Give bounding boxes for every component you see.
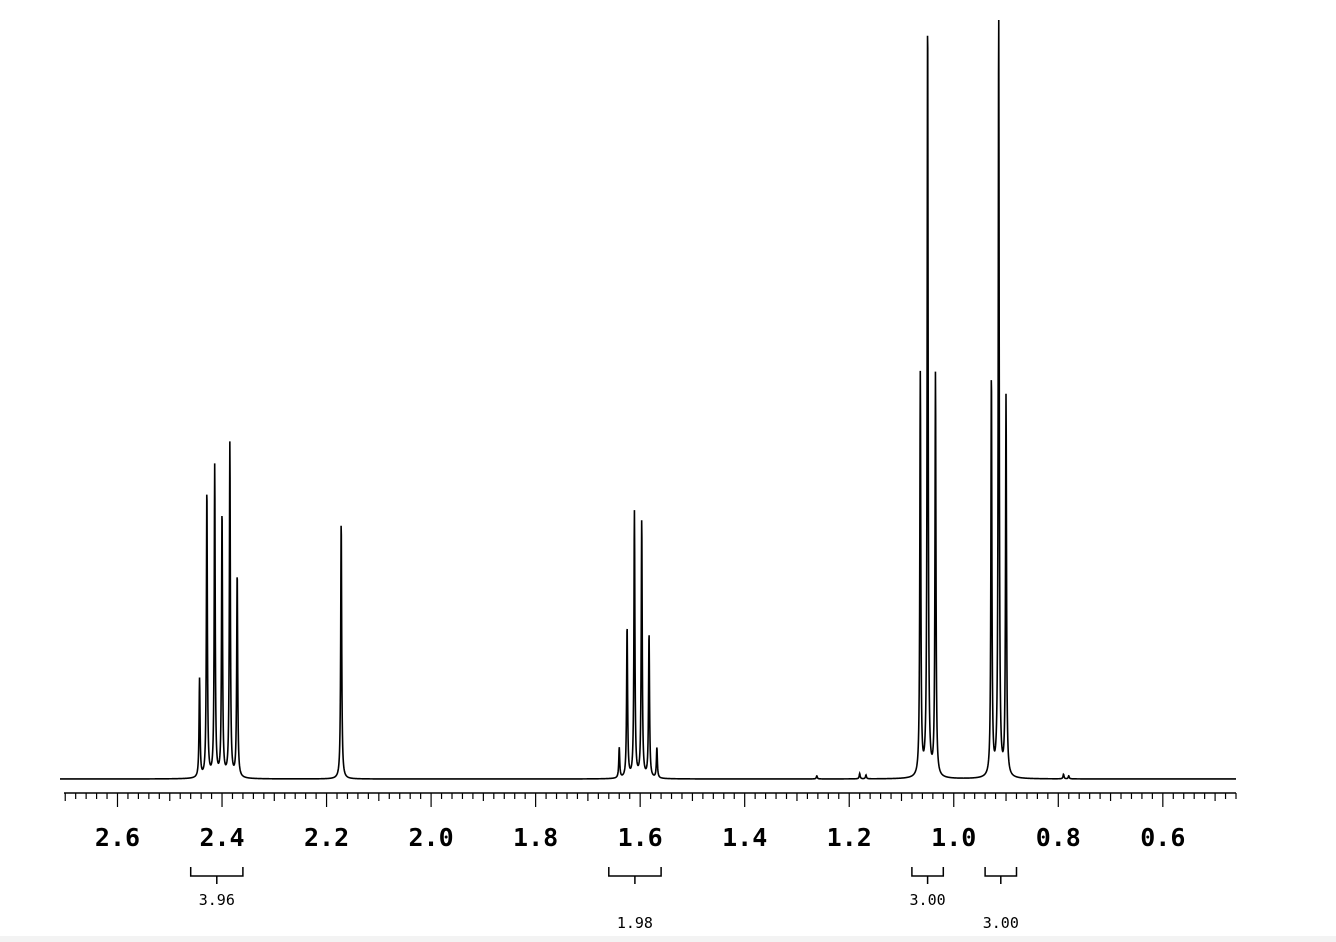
integral-bracket-1 — [608, 867, 662, 884]
x-tick-label: 2.2 — [304, 823, 349, 852]
integral-value-1: 1.98 — [617, 914, 653, 932]
x-tick-label: 2.4 — [199, 823, 244, 852]
x-tick-label: 1.4 — [722, 823, 767, 852]
x-tick-label: 0.6 — [1140, 823, 1185, 852]
integrals: 3.96 1.98 3.00 3.00 — [189, 867, 1019, 932]
x-tick-label: 2.0 — [409, 823, 454, 852]
integral-value-2: 3.00 — [910, 891, 946, 909]
integral-bracket-2 — [911, 867, 945, 884]
integral-value-0: 3.96 — [199, 891, 235, 909]
x-tick-label: 2.6 — [95, 823, 140, 852]
x-tick-label: 1.0 — [931, 823, 976, 852]
integral-value-3: 3.00 — [983, 914, 1019, 932]
x-tick-label: 1.6 — [618, 823, 663, 852]
spectrum-plot-area — [60, 20, 1236, 780]
integral-bracket-0 — [189, 867, 244, 884]
spectrum-trace — [60, 20, 1236, 780]
x-axis: 2.6 2.4 2.2 2.0 1.8 1.6 1.4 1.2 1.0 0.8 0.6 — [64, 792, 1237, 852]
integral-bracket-3 — [984, 867, 1018, 884]
bottom-scroll-edge — [0, 936, 1336, 942]
x-tick-label: 0.8 — [1036, 823, 1081, 852]
x-tick-label: 1.8 — [513, 823, 558, 852]
x-tick-label: 1.2 — [827, 823, 872, 852]
